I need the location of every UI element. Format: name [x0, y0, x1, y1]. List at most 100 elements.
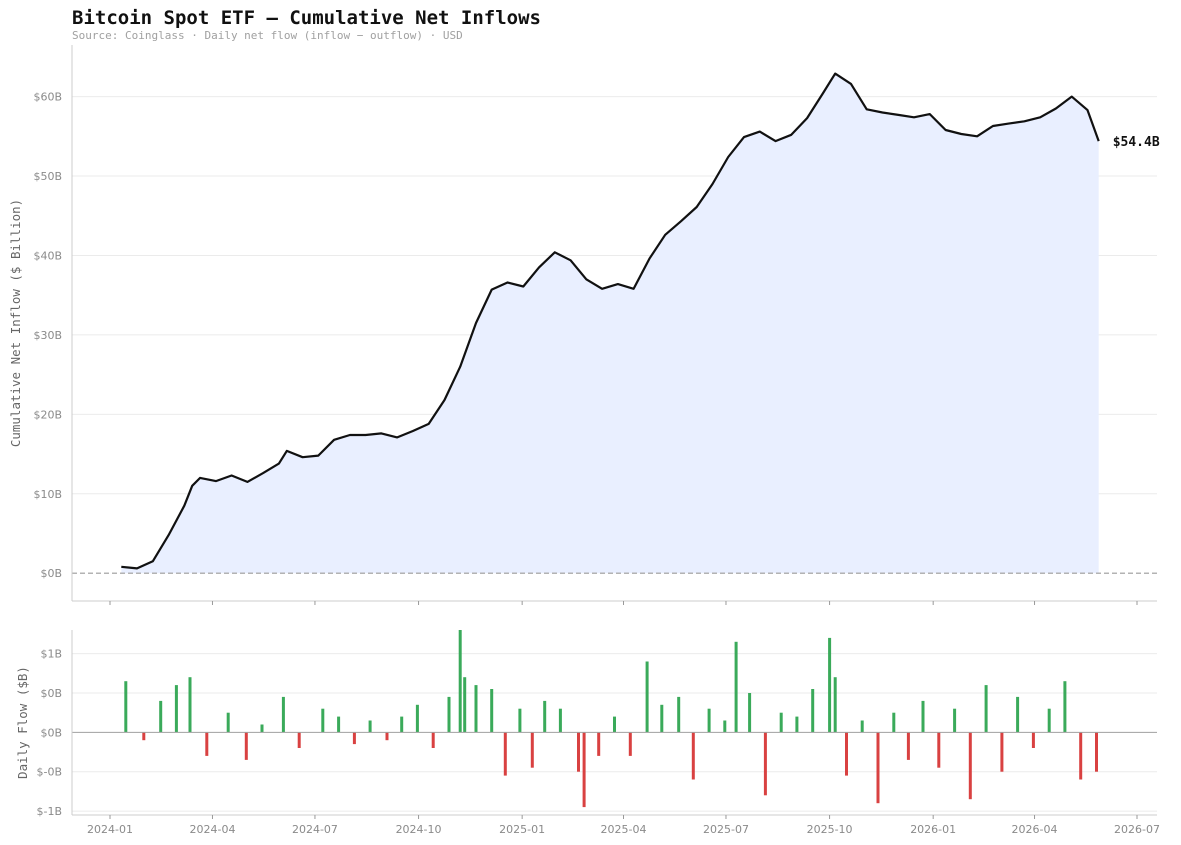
cumulative-y-axis-label: Cumulative Net Inflow ($ Billion) [8, 199, 23, 447]
daily-flow-bar [447, 696, 451, 733]
daily-flow-bar [1016, 696, 1020, 733]
daily-y-axis-label: Daily Flow ($B) [15, 666, 30, 779]
daily-flow-bar [174, 685, 178, 733]
daily-flow-bar [474, 685, 478, 733]
chart-title: Bitcoin Spot ETF — Cumulative Net Inflow… [72, 7, 541, 29]
y-tick-label: $-0B [36, 766, 62, 779]
daily-flow-bars [124, 630, 1098, 808]
y-tick-label: $20B [33, 408, 62, 421]
daily-flow-bar [707, 708, 711, 733]
daily-flow-bar [660, 704, 664, 733]
x-tick-label: 2026-04 [1012, 823, 1058, 836]
daily-flow-bar [906, 732, 910, 760]
y-tick-label: $30B [33, 329, 62, 342]
daily-flow-bar [530, 732, 534, 768]
daily-flow-bar [921, 700, 925, 733]
cumulative-y-ticks: $0B $10B $20B $30B $40B $50B $60B [33, 91, 62, 581]
daily-flow-bar [490, 689, 494, 733]
cumulative-area-fill [121, 73, 1099, 574]
daily-flow-bar [876, 732, 880, 804]
daily-flow-bar [795, 716, 799, 733]
daily-flow-bar [205, 732, 209, 756]
daily-flow-bar [297, 732, 301, 748]
daily-flow-bar [628, 732, 632, 756]
x-tick-label: 2024-10 [396, 823, 442, 836]
y-tick-label: $10B [33, 488, 62, 501]
daily-flow-bar [984, 685, 988, 733]
daily-flow-bar [1047, 708, 1051, 733]
daily-flow-bar [845, 732, 848, 776]
chart-subtitle: Source: Coinglass · Daily net flow (infl… [72, 29, 463, 42]
daily-flow-bar [582, 732, 586, 808]
daily-flow-bar [431, 732, 435, 748]
daily-flow-bar [244, 732, 248, 760]
y-tick-label: $0B [40, 726, 62, 739]
daily-flow-bar [748, 693, 752, 733]
daily-flow-bar [518, 708, 522, 733]
daily-flow-bar [543, 700, 547, 733]
daily-flow-bar [558, 708, 562, 733]
daily-flow-bar [368, 720, 372, 733]
end-value-label: $54.4B [1113, 135, 1160, 150]
y-tick-label: $-1B [36, 805, 62, 818]
y-tick-label: $0B [40, 687, 62, 700]
x-tick-label: 2025-04 [601, 823, 647, 836]
cumulative-axes [71, 45, 1157, 602]
daily-flow-bar [124, 681, 128, 733]
daily-flow-bar [597, 732, 601, 756]
daily-flow-bar [503, 732, 507, 776]
x-tick-label: 2024-01 [87, 823, 133, 836]
daily-flow-bar [811, 689, 815, 733]
daily-flow-bar [281, 696, 285, 733]
x-tick-label: 2025-07 [703, 823, 749, 836]
daily-flow-bar [953, 708, 957, 733]
x-tick-label: 2025-10 [807, 823, 853, 836]
daily-flow-bar [458, 630, 462, 733]
cumulative-panel: $0B $10B $20B $30B $40B $50B $60B $54.4B Cumul… [8, 45, 1160, 605]
daily-flow-bar [779, 712, 783, 733]
daily-y-ticks: $1B $0B $0B $-0B $-1B [36, 648, 62, 818]
daily-flow-bar [645, 661, 649, 733]
daily-flow-bar [463, 677, 467, 733]
daily-flow-bar [400, 716, 404, 733]
daily-flow-bar [723, 720, 727, 733]
daily-flow-bar [677, 696, 681, 733]
y-tick-label: $0B [40, 567, 62, 580]
daily-flow-bar [142, 732, 146, 741]
cumulative-x-tick-marks [109, 601, 1138, 605]
daily-flow-bar [1031, 732, 1035, 748]
x-tick-label: 2026-07 [1114, 823, 1160, 836]
y-tick-label: $50B [33, 170, 62, 183]
daily-flow-bar [1063, 681, 1067, 733]
daily-flow-bar [691, 732, 695, 780]
daily-flow-bar [860, 720, 864, 733]
y-tick-label: $40B [33, 249, 62, 262]
daily-flow-bar [763, 732, 767, 796]
daily-flow-bar [321, 708, 325, 733]
x-tick-label: 2024-04 [189, 823, 235, 836]
daily-flow-bar [968, 732, 972, 800]
daily-flow-bar [833, 677, 837, 733]
daily-axes [71, 630, 1157, 816]
daily-flow-bar [415, 704, 419, 733]
x-tick-label: 2025-01 [499, 823, 545, 836]
daily-flow-bar [1000, 732, 1004, 772]
daily-flow-bar [613, 716, 616, 733]
daily-flow-bar [159, 700, 163, 733]
y-tick-label: $1B [40, 648, 62, 661]
daily-flow-bar [352, 732, 356, 745]
daily-flow-bar [892, 712, 896, 733]
daily-grid [72, 653, 1157, 812]
daily-flow-bar [734, 641, 738, 733]
daily-flow-bar [385, 732, 389, 741]
y-tick-label: $60B [33, 91, 62, 104]
daily-flow-bar [1079, 732, 1083, 780]
daily-flow-bar [188, 677, 192, 733]
daily-flow-panel: $1B $0B $0B $-0B $-1B 2024-01 2024-04 2024-07 2… [15, 630, 1160, 836]
cumulative-line [121, 72, 1100, 570]
x-tick-label: 2024-07 [292, 823, 338, 836]
daily-flow-bar [577, 732, 580, 772]
daily-flow-bar [226, 712, 230, 733]
x-tick-label: 2026-01 [910, 823, 956, 836]
